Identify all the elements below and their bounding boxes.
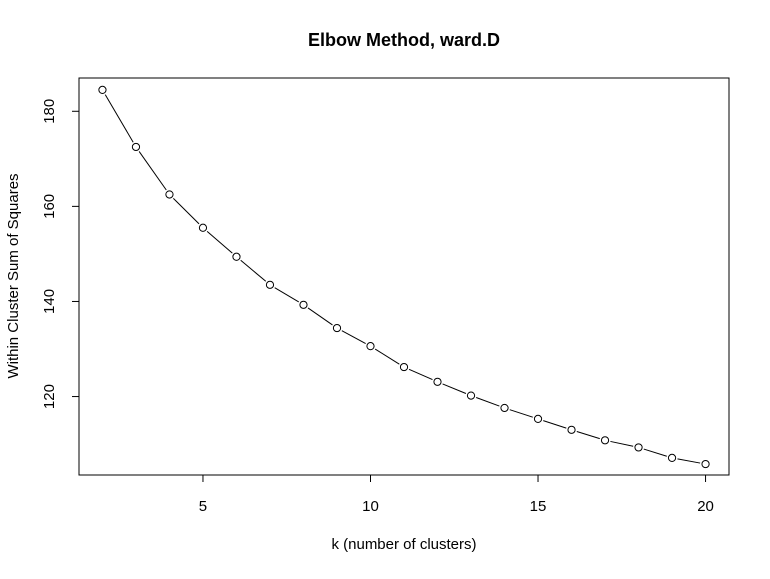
series-line-segment [576,430,600,440]
series-line-segment [138,151,167,191]
data-point [567,425,576,434]
data-point [131,142,141,152]
data-point [332,323,342,333]
series-line-segment [104,94,134,143]
series-line-segment [240,259,267,282]
data-point [667,453,677,462]
data-point [399,362,409,372]
series-line-segment [274,287,300,303]
series-line-segment [475,397,500,407]
data-point [265,280,275,289]
data-point [500,403,509,413]
data-point [299,300,308,309]
series-line-segment [341,330,366,344]
series-line-segment [442,383,467,394]
series-line-segment [374,348,400,365]
series-line-segment [173,198,200,225]
series-line-segment [408,368,433,381]
series-layer [98,85,710,469]
series-line-segment [206,230,233,254]
series-line-segment [677,458,701,464]
x-axis-label: k (number of clusters) [331,536,476,553]
y-tick-label: 180 [41,99,58,124]
data-point [366,342,375,351]
data-point [634,443,643,452]
data-point [198,223,208,232]
y-axis-label: Within Cluster Sum of Squares [5,173,22,378]
data-point [165,190,174,199]
series-line-segment [610,440,634,447]
data-point [98,85,107,94]
series-line-segment [643,448,667,457]
data-point [466,391,476,400]
data-point [232,252,241,261]
x-axis: 5 10 15 20 [199,474,714,515]
data-point [600,436,610,445]
plot-frame [78,77,730,476]
x-tick-label: 15 [530,498,547,515]
y-tick-label: 160 [41,194,58,219]
x-tick-label: 5 [199,498,207,515]
data-point [433,377,442,386]
y-tick-label: 120 [41,384,58,409]
chart-title: Elbow Method, ward.D [308,30,500,50]
y-axis: 120 140 160 180 [41,99,80,409]
data-point [533,414,543,423]
x-tick-label: 20 [697,498,714,515]
series-line-segment [543,420,567,429]
x-tick-label: 10 [362,498,379,515]
series-line-segment [509,409,533,418]
data-point [701,459,710,469]
y-tick-label: 140 [41,289,58,314]
series-line-segment [307,307,333,326]
